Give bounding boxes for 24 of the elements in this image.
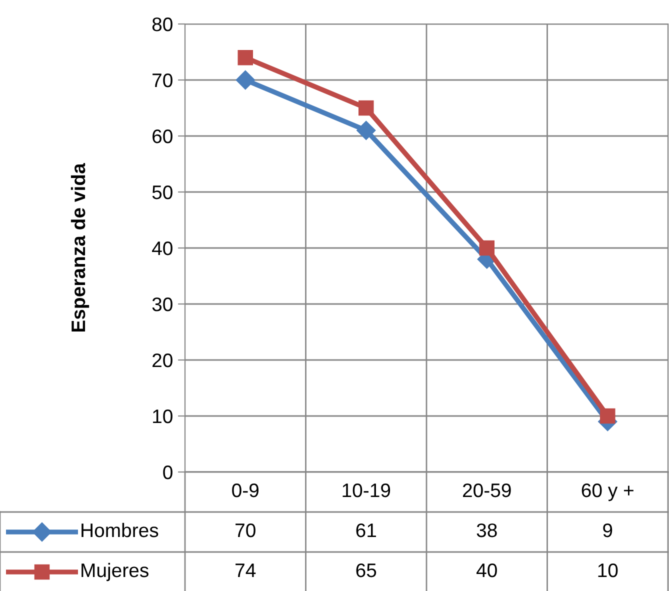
- y-tick-label: 40: [152, 241, 172, 256]
- data-label: 40: [476, 563, 497, 578]
- data-label: 9: [603, 523, 612, 538]
- y-tick-label: 10: [153, 409, 172, 424]
- x-tick-label: 0-9: [232, 483, 259, 498]
- x-tick-label: 60 y +: [582, 483, 634, 502]
- y-tick-label: 70: [152, 73, 172, 88]
- y-tick-label: 30: [152, 297, 172, 312]
- legend-label: Hombres: [82, 522, 158, 538]
- data-label: 61: [356, 523, 376, 538]
- y-tick-label: 0: [163, 465, 172, 480]
- y-tick-label: 80: [152, 17, 172, 32]
- y-axis-title: Esperanza de vida: [70, 163, 90, 332]
- x-tick-label: 10-19: [342, 483, 390, 498]
- y-tick-label: 60: [152, 129, 172, 144]
- x-tick-label: 20-59: [462, 483, 511, 498]
- data-label: 38: [476, 523, 497, 538]
- data-label: 74: [236, 564, 256, 578]
- y-tick-label: 20: [152, 353, 172, 368]
- y-tick-label: 50: [152, 185, 172, 200]
- data-label: 65: [356, 563, 376, 578]
- legend-label: Mujeres: [82, 562, 148, 582]
- data-label: 70: [236, 523, 256, 538]
- data-label: 10: [598, 563, 618, 578]
